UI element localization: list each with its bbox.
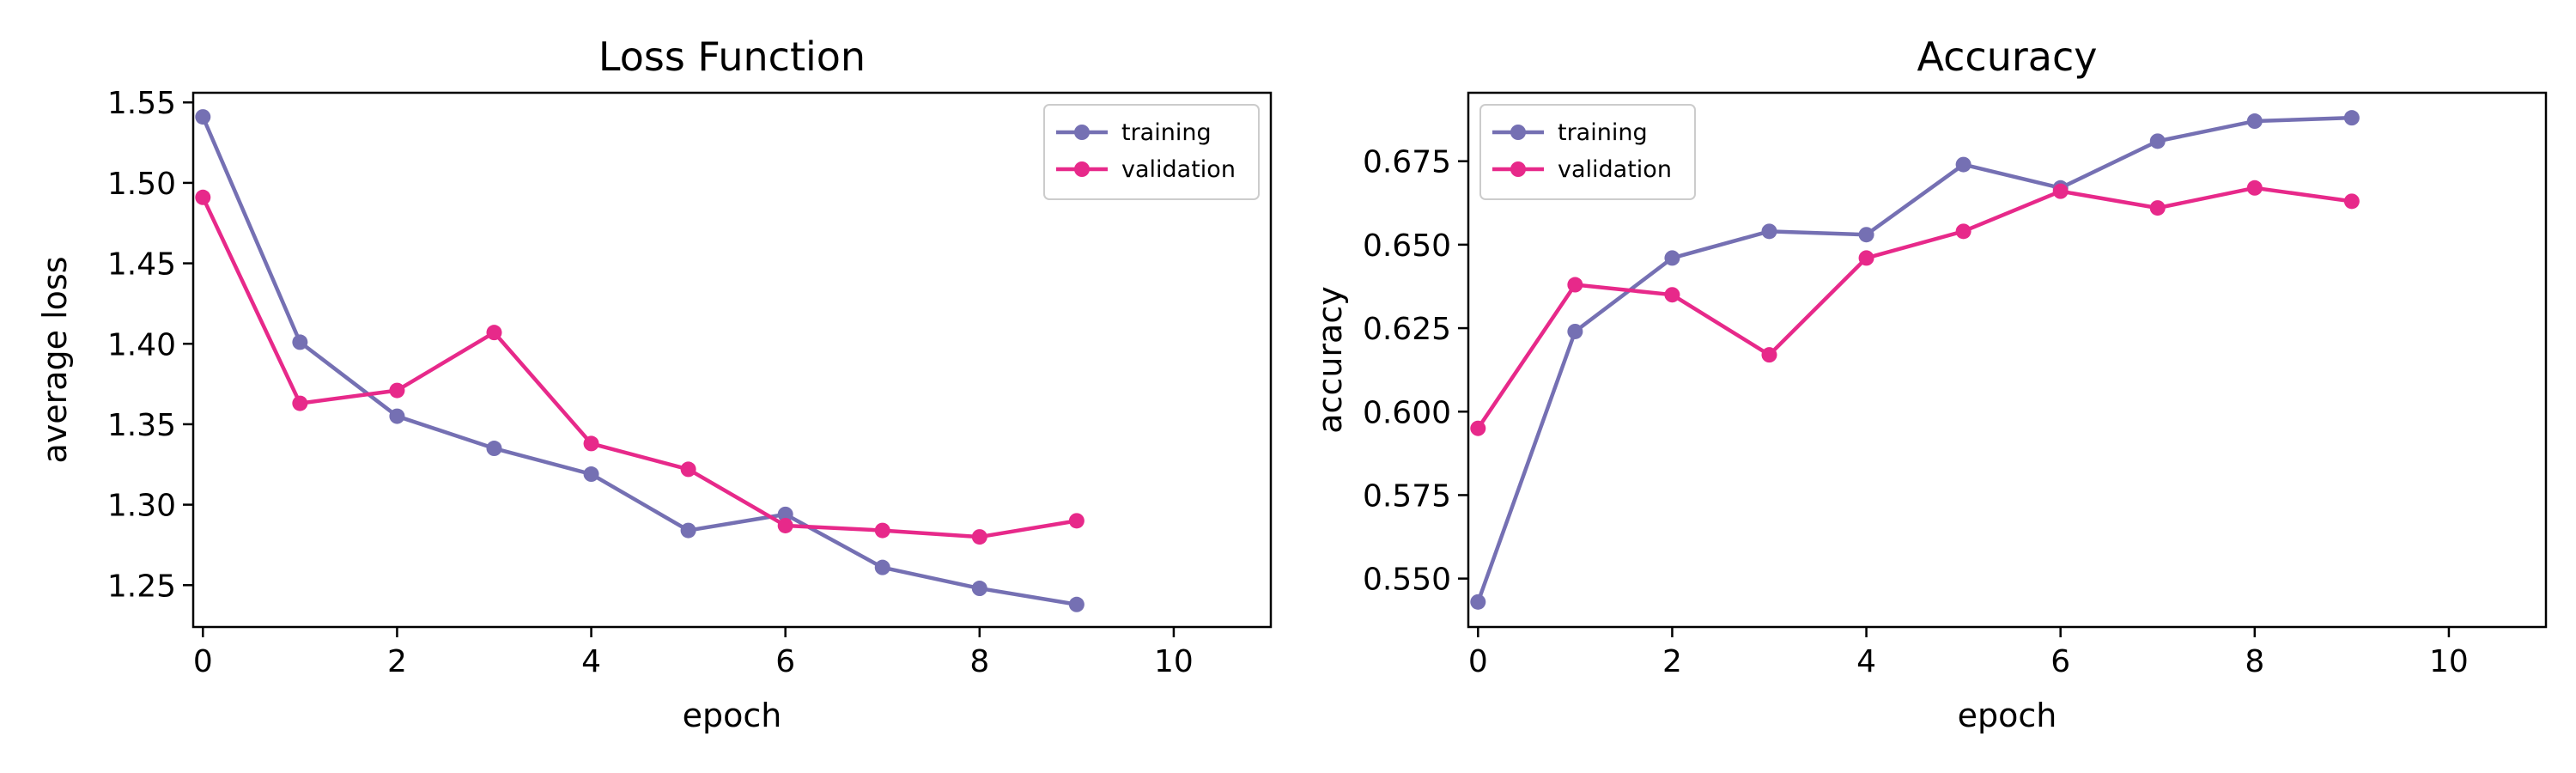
y-axis-label: average loss <box>36 256 74 463</box>
y-axis-label: accuracy <box>1311 286 1349 433</box>
data-point-validation <box>486 325 502 341</box>
data-point-validation <box>583 435 599 452</box>
data-point-validation <box>680 461 696 478</box>
y-tick-label: 1.40 <box>107 327 176 362</box>
legend-marker <box>1510 125 1526 140</box>
x-tick-label: 10 <box>1154 644 1194 679</box>
data-point-training <box>971 581 987 597</box>
y-tick-label: 0.625 <box>1363 312 1451 347</box>
data-point-validation <box>1761 347 1777 363</box>
data-point-training <box>680 522 696 539</box>
data-point-training <box>1567 323 1583 339</box>
data-point-training <box>1858 227 1874 243</box>
plot-frame <box>1467 91 2548 629</box>
x-tick-label: 2 <box>387 644 407 679</box>
data-point-validation <box>389 382 405 399</box>
y-tick-label: 0.650 <box>1363 228 1451 264</box>
data-point-validation <box>2052 183 2069 199</box>
data-point-validation <box>1858 250 1874 266</box>
data-point-training <box>2246 113 2263 130</box>
y-tick-label: 1.25 <box>107 569 176 604</box>
y-tick-label: 1.50 <box>107 167 176 202</box>
legend-box <box>1479 104 1696 200</box>
data-point-validation <box>195 189 211 205</box>
data-point-validation <box>777 517 793 533</box>
data-point-training <box>195 109 211 125</box>
y-tick-label: 1.55 <box>107 86 176 121</box>
legend-label: validation <box>1558 156 1672 183</box>
x-axis-label: epoch <box>1958 697 2057 734</box>
chart-title: Accuracy <box>1917 33 2097 80</box>
data-point-training <box>1664 250 1680 266</box>
x-tick-label: 8 <box>969 644 989 679</box>
legend-label: training <box>1121 119 1212 146</box>
data-point-training <box>292 334 308 350</box>
series-line-validation <box>1476 186 2353 429</box>
data-point-validation <box>1567 277 1583 293</box>
data-point-training <box>2149 133 2166 149</box>
data-point-training <box>1470 593 1486 610</box>
plot-frame <box>191 91 1273 629</box>
chart-title: Loss Function <box>598 33 866 80</box>
data-point-validation <box>1470 420 1486 436</box>
y-tick-label: 1.45 <box>107 247 176 283</box>
x-tick-label: 0 <box>193 644 213 679</box>
x-tick-label: 2 <box>1662 644 1682 679</box>
y-tick-label: 1.30 <box>107 489 176 524</box>
legend-marker <box>1074 125 1090 140</box>
data-point-training <box>874 559 890 575</box>
y-tick-label: 0.600 <box>1363 395 1451 430</box>
data-point-training <box>2343 110 2360 126</box>
data-point-training <box>1761 223 1777 240</box>
chart-panel-2: Accuracy epoch accuracy 0 2 4 6 8 10 0.550 0.575 0.… <box>1311 33 2548 734</box>
legend: training validation <box>1479 104 1696 200</box>
data-point-validation <box>1955 223 1971 240</box>
chart-panel-1: Loss Function epoch average loss 0 2 4 6 8 10 1.2… <box>36 33 1273 734</box>
legend-box <box>1043 104 1260 200</box>
data-point-training <box>1068 596 1084 612</box>
y-tick-label: 0.550 <box>1363 563 1451 598</box>
data-point-validation <box>292 395 308 411</box>
data-point-training <box>777 506 793 522</box>
legend-marker <box>1074 161 1090 177</box>
legend-marker <box>1510 161 1526 177</box>
x-tick-label: 10 <box>2429 644 2469 679</box>
y-tick-label: 0.575 <box>1363 478 1451 514</box>
data-point-validation <box>971 529 987 545</box>
x-tick-label: 4 <box>1856 644 1876 679</box>
y-tick-label: 0.675 <box>1363 145 1451 180</box>
data-point-validation <box>1664 287 1680 303</box>
data-point-validation <box>2149 200 2166 216</box>
legend-label: training <box>1558 119 1648 146</box>
x-axis-label: epoch <box>683 697 782 734</box>
x-tick-label: 6 <box>2050 644 2070 679</box>
legend-label: validation <box>1121 156 1236 183</box>
x-tick-label: 4 <box>581 644 601 679</box>
x-tick-label: 0 <box>1468 644 1488 679</box>
data-point-training <box>389 408 405 424</box>
y-tick-label: 1.35 <box>107 408 176 443</box>
legend: training validation <box>1043 104 1260 200</box>
series-line-training <box>201 116 1078 606</box>
series-line-validation <box>201 196 1078 539</box>
series-line-training <box>1476 115 2352 603</box>
data-point-validation <box>874 522 890 539</box>
data-point-training <box>1955 156 1971 173</box>
data-point-training <box>486 441 502 457</box>
x-tick-label: 6 <box>775 644 795 679</box>
x-tick-label: 8 <box>2245 644 2264 679</box>
data-point-validation <box>1068 513 1084 529</box>
data-point-validation <box>2246 180 2263 196</box>
data-point-training <box>583 466 599 483</box>
data-point-validation <box>2343 193 2360 210</box>
